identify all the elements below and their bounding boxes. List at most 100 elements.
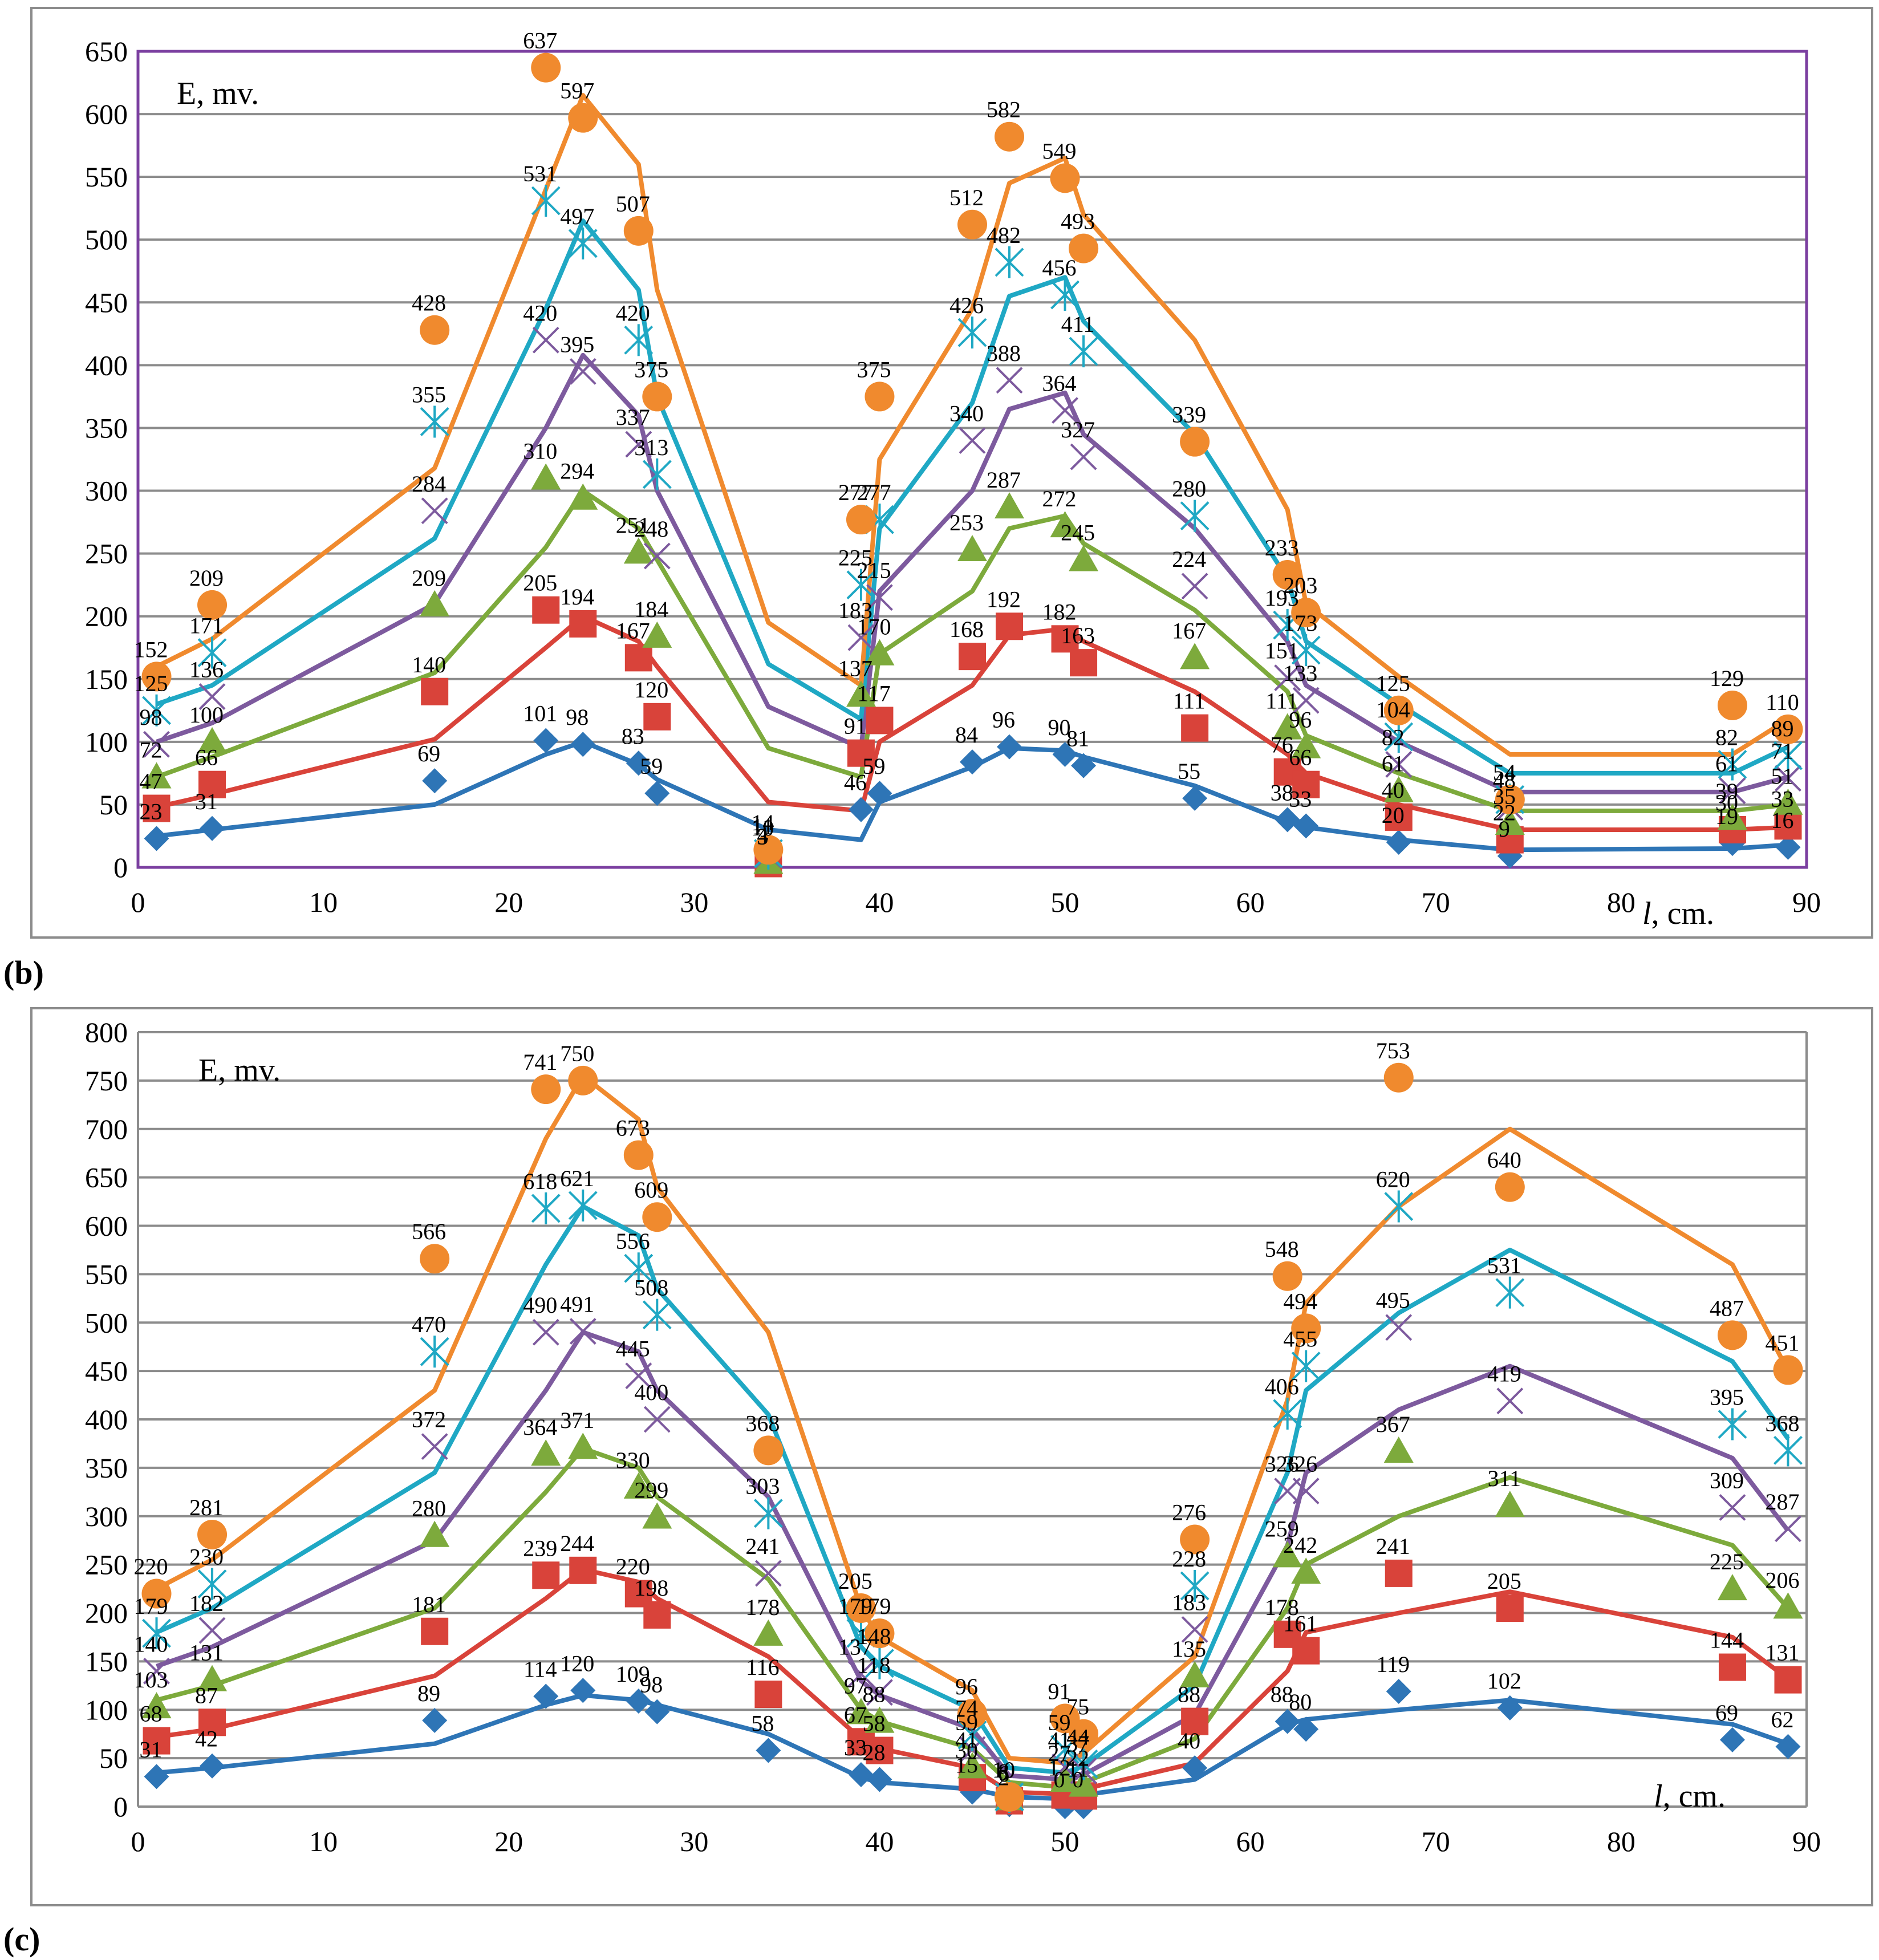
panel-c-series-2-label-14: 88 [1178, 1682, 1200, 1707]
panel-c-chart: 0501001502002503003504004505005506006507… [30, 1007, 1873, 1906]
panel-b-ytick-50: 50 [99, 789, 128, 821]
panel-b-series-3-point-8 [846, 680, 876, 707]
panel-c-series-6-label-8: 205 [838, 1568, 872, 1594]
panel-c-ytick-250: 250 [85, 1549, 128, 1581]
panel-b-series-4-point-16 [1292, 687, 1320, 714]
panel-c-series-1-point-5 [626, 1688, 651, 1714]
panel-c-series-6-point-10 [957, 1699, 987, 1729]
panel-c-series-5-point-18 [1495, 1276, 1525, 1309]
panel-c-series-6-label-14: 276 [1172, 1499, 1206, 1525]
panel-b-ytick-600: 600 [85, 98, 128, 130]
panel-b-series-3-point-1 [197, 727, 228, 753]
panel-c-series-1-point-14 [1182, 1755, 1208, 1781]
panel-b-series-1-point-11 [997, 734, 1022, 760]
panel-b-series-6-point-3 [531, 52, 561, 83]
panel-b-series-6-point-18 [1495, 785, 1525, 815]
panel-c-series-6-point-15 [1272, 1261, 1302, 1291]
panel-c-series-3-point-6 [642, 1502, 672, 1529]
panel-c-series-2-point-14 [1181, 1707, 1209, 1735]
panel-c-series-1-point-0 [144, 1764, 169, 1789]
panel-c-series-2-label-4: 244 [560, 1531, 594, 1556]
panel-c-series-3-label-17: 367 [1376, 1411, 1410, 1437]
panel-c-series-4-label-1: 182 [189, 1590, 224, 1616]
panel-b-series-1-label-6: 59 [640, 753, 663, 779]
panel-b-series-2-label-5: 167 [616, 618, 650, 643]
panel-b-ytick-400: 400 [85, 349, 128, 381]
panel-b-series-4-point-14 [1181, 573, 1208, 600]
panel-b-series-2-point-16 [1292, 770, 1320, 798]
panel-c-series-4-point-0 [143, 1657, 170, 1685]
panel-b-series-3-label-2: 209 [412, 565, 446, 591]
panel-b-series-4-point-13 [1070, 443, 1097, 470]
panel-c-series-3-label-3: 364 [523, 1414, 557, 1440]
panel-b-series-2-label-13: 163 [1061, 623, 1095, 648]
panel-b-series-2-label-6: 120 [634, 677, 668, 703]
panel-c-ytick-450: 450 [85, 1355, 128, 1387]
panel-b-series-3-label-12: 272 [1042, 486, 1077, 512]
panel-b-series-6-point-2 [420, 315, 450, 345]
panel-c-series-4-label-3: 490 [523, 1292, 557, 1318]
panel-b-series-6-point-10 [957, 209, 987, 240]
panel-b-series-6-label-19: 129 [1710, 665, 1744, 691]
panel-b-xtick-30: 30 [680, 886, 708, 918]
panel-c-series-4-label-12: 41 [1048, 1727, 1071, 1752]
panel-b-series-4-point-15 [1274, 664, 1301, 691]
panel-c-series-6-point-6 [642, 1202, 672, 1232]
panel-b-series-6-label-1: 209 [189, 565, 224, 591]
panel-b-series-1-label-11: 96 [992, 707, 1015, 733]
panel-b-series-4-label-6: 248 [634, 516, 668, 542]
panel-c-series-3-point-18 [1495, 1491, 1525, 1517]
panel-b-series-3-label-4: 294 [560, 458, 594, 484]
panel-c-series-2-label-11: 6 [998, 1761, 1009, 1787]
panel-c-series-5-label-14: 228 [1172, 1546, 1206, 1572]
panel-c-series-5-label-11: 10 [992, 1757, 1015, 1783]
panel-c-series-5-point-9 [865, 1647, 894, 1679]
panel-b-series-3-label-9: 170 [857, 614, 891, 640]
panel-c-series-1-label-6: 98 [640, 1672, 663, 1698]
panel-c-series-3-point-3 [531, 1439, 561, 1466]
panel-b-ytick-450: 450 [85, 286, 128, 318]
panel-c-series-3-label-1: 131 [189, 1640, 224, 1666]
panel-b-series-3-label-3: 310 [523, 439, 557, 464]
panel-b-series-5-label-7: 11 [752, 814, 774, 839]
panel-b-series-6-point-1 [197, 590, 228, 620]
panel-c-series-6-point-0 [141, 1578, 172, 1609]
panel-b-series-3-point-6 [642, 621, 672, 648]
panel-c-xtick-20: 20 [494, 1825, 523, 1857]
panel-c-series-2-point-17 [1385, 1559, 1413, 1587]
panel-b-series-2-label-7: 3 [757, 823, 768, 849]
panel-b-series-4-label-18: 48 [1493, 767, 1516, 793]
panel-b-series-1-point-3 [533, 728, 559, 753]
panel-b-series-1-point-14 [1182, 785, 1208, 811]
panel-c-series-3-point-4 [568, 1433, 598, 1459]
panel-c-series-1-label-16: 80 [1289, 1689, 1312, 1715]
panel-c-series-3-label-18: 311 [1488, 1466, 1521, 1491]
panel-b-series-2-label-17: 40 [1382, 777, 1405, 803]
panel-c-series-5-label-1: 230 [189, 1544, 224, 1570]
panel-b-series-4-point-12 [1052, 397, 1078, 424]
panel-b-series-2-label-20: 33 [1771, 786, 1793, 811]
panel-c-series-2-label-12: 12 [1048, 1755, 1071, 1781]
panel-b-series-4-label-15: 151 [1265, 638, 1299, 664]
panel-b-series-6-label-4: 597 [560, 78, 594, 104]
panel-c-series-2-point-7 [754, 1681, 782, 1709]
panel-b-series-6-label-13: 493 [1061, 209, 1095, 234]
panel-c-series-6-label-6: 609 [634, 1177, 668, 1203]
panel-c-series-3-point-5 [623, 1472, 654, 1499]
panel-c-series-6-label-12: 91 [1048, 1679, 1071, 1705]
panel-c-series-4-point-18 [1496, 1387, 1524, 1415]
panel-b-series-1-point-13 [1071, 753, 1097, 778]
panel-b-ytick-0: 0 [113, 851, 128, 883]
panel-b-ytick-500: 500 [85, 224, 128, 255]
panel-b-ytick-650: 650 [85, 35, 128, 67]
panel-c-series-3-point-10 [957, 1752, 987, 1779]
panel-b-series-5-label-20: 89 [1771, 716, 1793, 741]
panel-b-series-2-point-2 [421, 677, 449, 705]
panel-b-series-4-point-6 [643, 542, 671, 570]
panel-c-series-2-point-4 [569, 1556, 597, 1584]
panel-b-series-2-label-4: 194 [560, 584, 594, 610]
panel-c-ytick-500: 500 [85, 1306, 128, 1338]
panel-c-xlabel-var: l [1654, 1779, 1663, 1814]
panel-b-series-4-point-4 [569, 358, 596, 385]
panel-c-series-4-point-1 [198, 1617, 226, 1644]
